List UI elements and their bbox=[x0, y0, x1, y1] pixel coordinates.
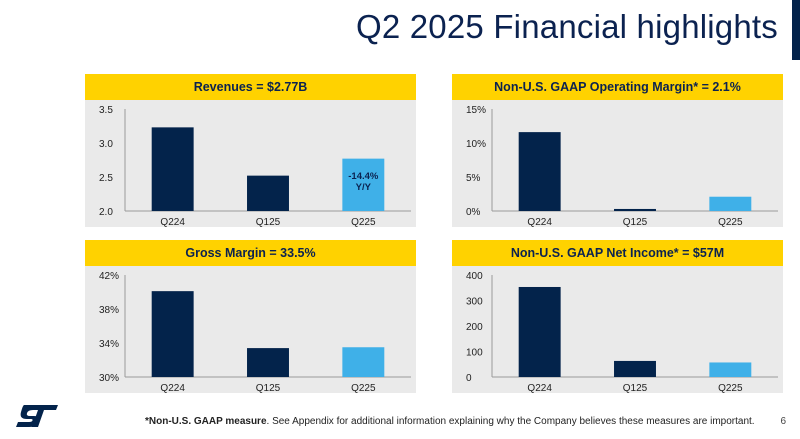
y-tick-label: 400 bbox=[466, 271, 483, 282]
bar bbox=[709, 362, 752, 377]
gross-margin-chart: 30% 34% 38% 42% Q224 Q125 Q225 bbox=[99, 271, 411, 393]
chart-title: Non-U.S. GAAP Net Income* = $57M bbox=[452, 240, 783, 266]
logo-text: ST bbox=[14, 403, 16, 404]
x-tick-label: Q225 bbox=[351, 217, 376, 227]
y-tick-label: 3.0 bbox=[99, 139, 113, 150]
footnote-bold: *Non-U.S. GAAP measure bbox=[145, 416, 267, 427]
y-tick-label: 10% bbox=[466, 139, 486, 150]
bar bbox=[247, 348, 289, 377]
y-tick-label: 34% bbox=[99, 339, 119, 350]
y-tick-label: 5% bbox=[466, 173, 481, 184]
y-tick-label: 300 bbox=[466, 297, 483, 308]
bar-annotation: -14.4% bbox=[348, 171, 379, 182]
chart-title: Non-U.S. GAAP Operating Margin* = 2.1% bbox=[452, 74, 783, 100]
st-logo: ST bbox=[14, 403, 58, 427]
x-tick-label: Q125 bbox=[623, 383, 648, 393]
footnote: *Non-U.S. GAAP measure. See Appendix for… bbox=[145, 416, 755, 427]
x-tick-label: Q225 bbox=[718, 217, 743, 227]
bar bbox=[342, 347, 385, 377]
y-tick-label: 3.5 bbox=[99, 105, 113, 116]
revenues-chart-panel: Revenues = $2.77B 2.0 2.5 3.0 3.5 Q224 Q125 Q2… bbox=[85, 74, 416, 227]
bar bbox=[342, 158, 385, 211]
y-tick-label: 100 bbox=[466, 348, 483, 359]
gross-margin-chart-panel: Gross Margin = 33.5% 30% 34% 38% 42% Q224 Q12… bbox=[85, 240, 416, 393]
y-tick-label: 0% bbox=[466, 207, 481, 218]
y-tick-label: 38% bbox=[99, 305, 119, 316]
x-tick-label: Q125 bbox=[623, 217, 648, 227]
x-tick-label: Q224 bbox=[160, 217, 185, 227]
y-tick-label: 42% bbox=[99, 271, 119, 282]
x-tick-label: Q224 bbox=[527, 383, 552, 393]
revenues-chart: 2.0 2.5 3.0 3.5 Q224 Q125 Q225 -14.4%Y/Y bbox=[99, 105, 411, 227]
bar bbox=[518, 132, 561, 211]
operating-margin-chart: 0% 5% 10% 15% Q224 Q125 Q225 bbox=[466, 105, 778, 227]
accent-bar bbox=[792, 0, 800, 60]
footnote-text: . See Appendix for additional informatio… bbox=[266, 416, 755, 427]
y-tick-label: 30% bbox=[99, 373, 119, 384]
operating-margin-chart-panel: Non-U.S. GAAP Operating Margin* = 2.1% 0… bbox=[452, 74, 783, 227]
bar bbox=[614, 208, 656, 211]
net-income-chart-panel: Non-U.S. GAAP Net Income* = $57M 0 100 200… bbox=[452, 240, 783, 393]
x-tick-label: Q225 bbox=[718, 383, 743, 393]
x-tick-label: Q224 bbox=[527, 217, 552, 227]
page-number: 6 bbox=[780, 416, 786, 427]
page-title: Q2 2025 Financial highlights bbox=[355, 8, 778, 45]
x-tick-label: Q224 bbox=[160, 383, 185, 393]
bar-annotation: Y/Y bbox=[356, 182, 372, 193]
y-tick-label: 15% bbox=[466, 105, 486, 116]
bar bbox=[247, 175, 289, 211]
x-tick-label: Q225 bbox=[351, 383, 376, 393]
chart-title: Revenues = $2.77B bbox=[85, 74, 416, 100]
chart-title: Gross Margin = 33.5% bbox=[85, 240, 416, 266]
x-tick-label: Q125 bbox=[256, 217, 281, 227]
x-tick-label: Q125 bbox=[256, 383, 281, 393]
bar bbox=[709, 196, 752, 211]
bar bbox=[614, 360, 656, 377]
y-tick-label: 2.0 bbox=[99, 207, 113, 218]
y-tick-label: 200 bbox=[466, 322, 483, 333]
y-tick-label: 0 bbox=[466, 373, 472, 384]
bar bbox=[518, 286, 561, 377]
bar bbox=[151, 127, 194, 211]
net-income-chart: 0 100 200 300 400 Q224 Q125 Q225 bbox=[466, 271, 778, 393]
y-tick-label: 2.5 bbox=[99, 173, 113, 184]
bar bbox=[151, 291, 194, 377]
